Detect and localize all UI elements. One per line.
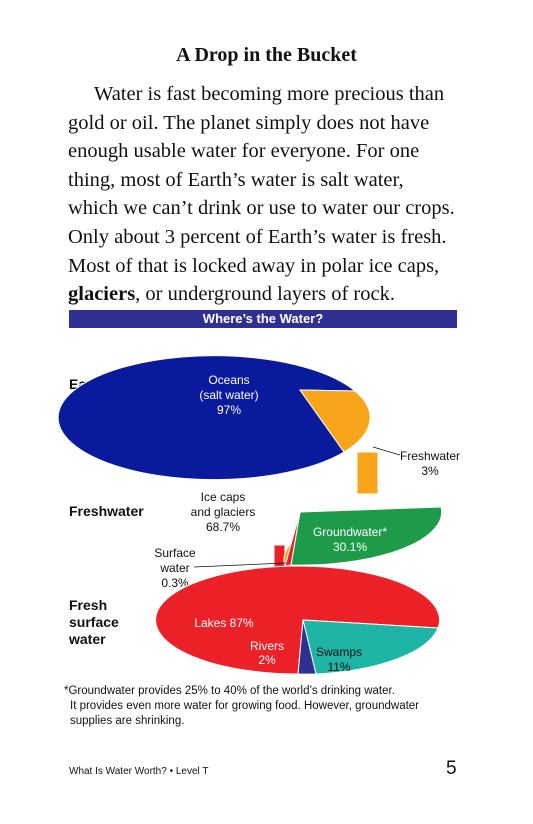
paragraph-line: Only about 3 percent of Earth’s water is… xyxy=(68,225,447,248)
chart-title-banner: Where’s the Water? xyxy=(69,310,457,328)
pie-slice-lakes xyxy=(155,565,441,675)
label-ice-caps-line1: Ice caps xyxy=(201,490,246,504)
pie-slice-groundwater xyxy=(290,506,443,566)
label-freshwater-value: 3% xyxy=(421,464,439,478)
label-ice-caps-value: 68.7% xyxy=(206,520,240,534)
paragraph-line: Most of that is locked away in polar ice… xyxy=(68,254,440,277)
water-distribution-chart: Oceans (salt water) 97% Freshwater 3% Ic… xyxy=(57,355,460,675)
leader-line-freshwater xyxy=(372,446,401,456)
pie-earth-water: Oceans (salt water) 97% Freshwater 3% xyxy=(57,355,460,481)
row-label-surface-line2: surface xyxy=(69,614,119,630)
paragraph-line: which we can’t drink or use to water our… xyxy=(68,197,455,220)
label-freshwater-line1: Freshwater xyxy=(400,449,460,463)
connector-earth-to-fresh xyxy=(356,451,379,495)
label-groundwater-line1: Groundwater* xyxy=(313,525,387,539)
pie-fresh-surface-water: Lakes 87% Rivers 2% Swamps 11% xyxy=(155,565,441,675)
row-label-fresh-surface-water: Fresh surface water xyxy=(69,597,119,648)
label-oceans-line1: Oceans xyxy=(208,373,249,387)
footer-book-title: What Is Water Worth? • Level T xyxy=(69,766,209,777)
pie-slice-freshwater xyxy=(299,389,371,453)
page-title: A Drop in the Bucket xyxy=(176,44,357,66)
paragraph-line-rest: , or underground layers of rock. xyxy=(135,283,395,306)
glossary-term-glaciers: glaciers xyxy=(68,283,136,306)
footnote-line: *Groundwater provides 25% to 40% of the … xyxy=(64,685,395,697)
row-label-surface-line3: water xyxy=(69,631,106,647)
label-surface-water-line2: water xyxy=(159,561,189,575)
pie-slice-oceans xyxy=(57,355,357,481)
pie-slice-rivers xyxy=(297,619,317,675)
paragraph-line: enough usable water for everyone. For on… xyxy=(68,140,420,163)
pie-slice-swamps xyxy=(302,619,439,675)
row-label-surface-line1: Fresh xyxy=(69,597,108,613)
footnote-line: It provides even more water for growing … xyxy=(70,700,420,712)
label-rivers-value: 2% xyxy=(258,653,276,667)
page-number: 5 xyxy=(446,758,457,779)
label-lakes: Lakes 87% xyxy=(194,616,254,630)
label-oceans-line2: (salt water) xyxy=(199,388,258,402)
paragraph-line: gold or oil. The planet simply does not … xyxy=(68,111,430,134)
label-ice-caps-line2: and glaciers xyxy=(191,505,256,519)
label-surface-water-value: 0.3% xyxy=(161,576,189,590)
label-swamps-value: 11% xyxy=(327,660,350,674)
body-paragraph: Water is fast becoming more precious tha… xyxy=(68,80,468,309)
leader-line-surface-water xyxy=(193,562,287,568)
paragraph-line: thing, most of Earth’s water is salt wat… xyxy=(68,168,404,191)
row-label-freshwater: Freshwater xyxy=(69,503,144,519)
label-groundwater-value: 30.1% xyxy=(333,540,367,554)
chart-footnote: *Groundwater provides 25% to 40% of the … xyxy=(64,684,484,729)
label-oceans-value: 97% xyxy=(217,403,241,417)
footnote-line: supplies are shrinking. xyxy=(70,715,185,727)
label-rivers-line1: Rivers xyxy=(250,639,284,653)
paragraph-line: Water is fast becoming more precious tha… xyxy=(94,83,445,105)
paragraph-line: glaciers, or underground layers of rock. xyxy=(68,280,468,309)
label-swamps-line1: Swamps xyxy=(316,645,362,659)
pie-freshwater: Ice caps and glaciers 68.7% Groundwater*… xyxy=(154,490,443,590)
label-surface-water-line1: Surface xyxy=(154,546,196,560)
